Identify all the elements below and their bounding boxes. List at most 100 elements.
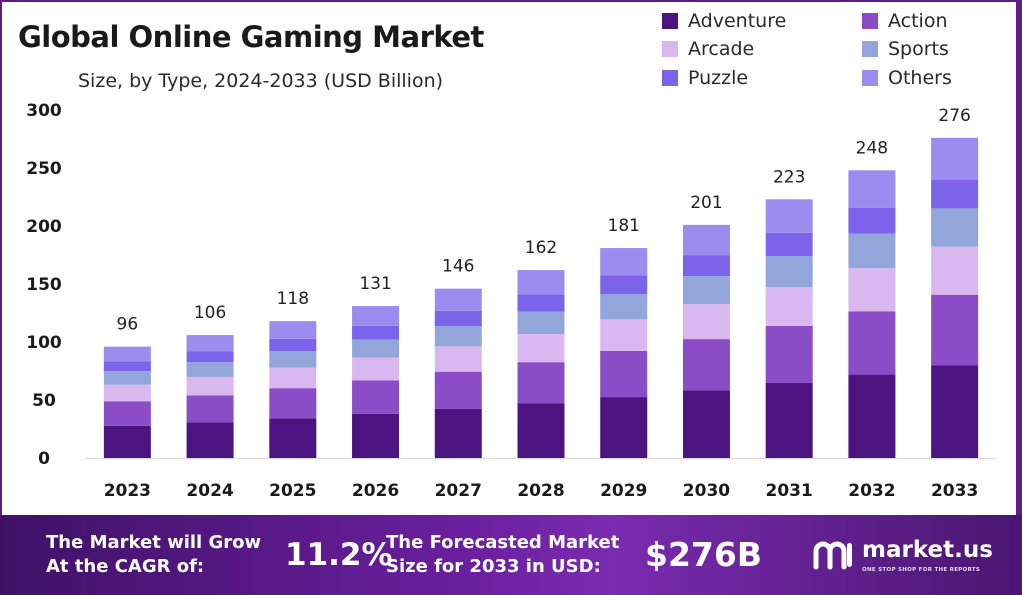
x-tick-label: 2031: [766, 481, 813, 501]
bar-segment-puzzle-2024: [186, 351, 234, 363]
bar-segment-others-2023: [103, 346, 151, 362]
bar-segment-adventure-2026: [352, 413, 400, 458]
bar-segment-sports-2028: [517, 311, 565, 334]
bar-segment-adventure-2024: [186, 422, 234, 458]
bar-segment-puzzle-2026: [352, 325, 400, 340]
brand-tagline: ONE STOP SHOP FOR THE REPORTS: [862, 567, 981, 573]
bar-segment-arcade-2029: [600, 319, 648, 351]
bar-segment-action-2032: [848, 311, 896, 375]
chart-subtitle: Size, by Type, 2024-2033 (USD Billion): [78, 70, 444, 92]
bar-total-label: 131: [359, 274, 391, 294]
bar-segment-action-2030: [682, 339, 730, 391]
y-tick-label: 100: [26, 333, 62, 353]
bar-segment-sports-2023: [103, 371, 151, 385]
bar-segment-sports-2029: [600, 294, 648, 320]
bar-segment-sports-2025: [269, 351, 317, 368]
bar-segment-adventure-2032: [848, 374, 896, 458]
forecast-caption-line1: The Forecasted Market: [386, 532, 620, 553]
bar-segment-arcade-2026: [352, 357, 400, 381]
y-tick-label: 200: [26, 217, 62, 237]
bar-segment-others-2031: [765, 199, 813, 233]
bar-segment-action-2025: [269, 388, 317, 419]
bar-segment-others-2025: [269, 321, 317, 339]
legend-swatch-arcade: [662, 41, 678, 57]
legend-item-arcade: Arcade: [662, 38, 754, 60]
bar-segment-others-2030: [682, 224, 730, 256]
bar-segment-puzzle-2032: [848, 207, 896, 234]
bar-segment-others-2028: [517, 270, 565, 295]
forecast-value: $276B: [645, 535, 762, 574]
bar-segment-puzzle-2025: [269, 338, 317, 352]
x-tick-label: 2029: [600, 481, 647, 501]
bar-segment-adventure-2027: [434, 408, 482, 458]
bar-segment-others-2029: [600, 248, 648, 276]
y-tick-label: 300: [26, 101, 62, 121]
x-tick-label: 2032: [848, 481, 895, 501]
bar-segment-puzzle-2031: [765, 232, 813, 257]
legend-label-adventure: Adventure: [688, 10, 787, 32]
y-tick-label: 250: [26, 159, 62, 179]
bar-segment-adventure-2033: [931, 365, 979, 458]
legend-label-others: Others: [888, 67, 952, 89]
bar-segment-adventure-2025: [269, 418, 317, 458]
bar-segment-sports-2024: [186, 362, 234, 377]
bar-segment-puzzle-2028: [517, 294, 565, 312]
bar-total-label: 181: [608, 216, 640, 236]
chart-title: Global Online Gaming Market: [18, 20, 484, 54]
bar-segment-action-2027: [434, 371, 482, 409]
bar-total-label: 96: [117, 315, 139, 335]
legend-item-action: Action: [862, 10, 948, 32]
bar-segment-sports-2027: [434, 325, 482, 347]
cagr-value: 11.2%: [285, 537, 393, 573]
legend-item-adventure: Adventure: [662, 10, 786, 32]
legend: Adventure Action Arcade Sports Puzzle Ot…: [0, 0, 1022, 100]
legend-label-sports: Sports: [888, 38, 949, 60]
bar-segment-others-2032: [848, 170, 896, 208]
bar-total-label: 223: [773, 167, 805, 187]
bar-segment-action-2033: [931, 294, 979, 366]
bar-segment-puzzle-2030: [682, 255, 730, 277]
x-tick-label: 2026: [352, 481, 399, 501]
bar-segment-arcade-2024: [186, 376, 234, 396]
legend-swatch-sports: [862, 41, 878, 57]
bar-segment-arcade-2033: [931, 246, 979, 295]
bar-total-label: 248: [856, 138, 888, 158]
bar-segment-adventure-2028: [517, 403, 565, 458]
legend-label-puzzle: Puzzle: [688, 67, 749, 89]
y-tick-label: 50: [32, 391, 56, 411]
legend-item-sports: Sports: [862, 38, 949, 60]
x-tick-label: 2025: [269, 481, 316, 501]
legend-item-others: Others: [862, 67, 952, 89]
bar-segment-sports-2031: [765, 256, 813, 288]
bar-segment-sports-2032: [848, 233, 896, 269]
x-tick-label: 2023: [104, 481, 151, 501]
bar-segment-adventure-2030: [682, 390, 730, 458]
bar-total-label: 146: [442, 257, 474, 277]
bar-total-label: 106: [194, 303, 226, 323]
x-tick-label: 2027: [435, 481, 482, 501]
bar-segment-arcade-2030: [682, 304, 730, 340]
bar-total-label: 201: [690, 193, 722, 213]
bar-total-label: 162: [525, 238, 557, 258]
bar-total-label: 276: [938, 106, 970, 126]
bar-segment-others-2027: [434, 288, 482, 311]
footer-banner: The Market will Grow At the CAGR of: 11.…: [0, 515, 1022, 595]
bar-segment-action-2028: [517, 362, 565, 404]
bar-segment-others-2024: [186, 335, 234, 352]
brand-name: market.us: [862, 537, 993, 563]
bar-segment-others-2026: [352, 306, 400, 326]
legend-swatch-others: [862, 70, 878, 86]
bar-total-label: 118: [277, 289, 309, 309]
x-tick-label: 2028: [517, 481, 564, 501]
x-tick-label: 2024: [186, 481, 233, 501]
bar-segment-arcade-2031: [765, 287, 813, 326]
bar-segment-action-2026: [352, 380, 400, 414]
bar-segment-action-2023: [103, 401, 151, 426]
legend-swatch-puzzle: [662, 70, 678, 86]
bar-segment-puzzle-2023: [103, 361, 151, 372]
bar-segment-arcade-2025: [269, 367, 317, 389]
bar-segment-adventure-2029: [600, 397, 648, 458]
bar-segment-arcade-2023: [103, 384, 151, 402]
cagr-caption-line2: At the CAGR of:: [46, 556, 205, 577]
cagr-caption: The Market will Grow At the CAGR of:: [46, 531, 261, 579]
